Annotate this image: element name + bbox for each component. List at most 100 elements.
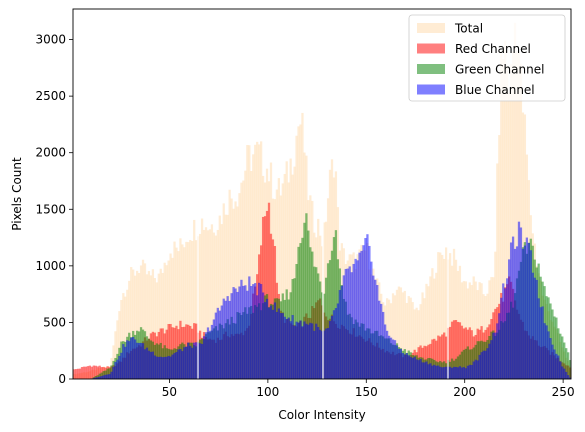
histogram-bar [569,360,572,379]
histogram-bar [439,252,442,379]
histogram-bar [165,265,168,379]
histogram-bar [110,371,113,379]
histogram-bar [220,305,223,379]
histogram-bar [293,325,296,379]
histogram-bar [137,342,141,379]
histogram-bar [460,367,464,379]
histogram-bar [102,375,105,379]
histogram-bar [551,309,554,379]
histogram-bar [165,356,168,379]
histogram-bar [102,371,105,379]
histogram-bar [260,284,263,379]
histogram-bar [321,331,324,379]
histogram-bar [391,339,395,379]
histogram-bar [425,361,428,379]
histogram-bar [159,268,162,379]
histogram-bar [452,248,456,379]
histogram-bar [409,297,412,379]
histogram-bar [393,295,397,379]
histogram-bar [368,245,371,379]
histogram-bar [120,300,123,379]
histogram-bar [98,365,101,379]
histogram-bar [281,313,284,379]
histogram-bar [287,182,290,379]
histogram-bar [328,260,332,379]
histogram-bar [169,356,172,379]
histogram-bar [435,340,438,379]
histogram-bar [338,290,341,379]
legend: Total Red Channel Green Channel Blue Channe… [408,14,566,102]
histogram-bar [553,316,556,379]
histogram-bar [454,259,458,379]
histogram-bar [139,342,143,379]
histogram-bar [334,230,338,379]
histogram-bar [90,366,93,379]
histogram-bar [348,266,351,379]
histogram-bar [362,245,365,379]
histogram-bar [332,237,336,379]
histogram-bar [159,356,162,379]
histogram-bar [226,296,229,379]
histogram-bar [307,230,310,379]
histogram-bar [126,340,129,379]
histogram-bar [433,364,436,379]
histogram-bar [494,332,497,379]
histogram-bar [230,198,233,379]
histogram-bar [435,272,438,379]
histogram-bar [80,367,84,379]
histogram-bar [427,364,430,379]
histogram-bar [456,321,460,379]
histogram-bar [384,324,387,379]
histogram-bar [98,373,101,379]
histogram-bar [73,369,76,379]
histogram-bar [405,302,408,379]
histogram-bar [508,259,511,379]
histogram-bar [137,273,141,379]
histogram-bar [425,283,428,379]
histogram-bar [531,272,534,379]
histogram-bar [195,240,198,379]
histogram-bar [543,323,546,379]
histogram-bar [240,279,243,379]
histogram-bar [185,346,188,379]
histogram-bar [533,277,536,379]
histogram-bar [490,340,493,379]
histogram-bar [456,367,460,379]
histogram-bar [114,331,117,379]
histogram-bar [502,58,505,380]
histogram-bar [305,213,308,379]
histogram-bar [177,349,180,379]
histogram-bar [204,227,208,379]
histogram-bar [468,364,471,379]
histogram-bar [279,313,282,379]
histogram-bar [106,368,109,379]
histogram-bar [448,326,452,379]
histogram-bar [181,244,184,379]
histogram-bar [500,53,503,379]
histogram-bar [472,276,475,379]
histogram-bar [228,189,231,379]
histogram-bar [486,348,489,379]
histogram-bar [443,258,446,379]
histogram-bar [141,343,145,379]
histogram-bar [289,158,292,379]
histogram-bar [515,50,519,380]
histogram-bar [273,302,277,379]
histogram-bar [143,263,147,379]
histogram-bar [517,221,521,379]
histogram-bar [96,377,99,379]
histogram-bar [502,283,505,379]
histogram-bar [128,341,131,379]
histogram-bar [433,278,436,379]
histogram-bar [267,202,271,379]
histogram-bar [385,330,389,379]
histogram-bar [206,327,210,379]
histogram-bar [175,247,178,379]
histogram-bar [151,351,155,379]
legend-swatch [417,64,445,74]
histogram-bar [212,319,216,379]
histogram-bar [283,316,286,379]
histogram-bar [135,342,139,379]
histogram-bar [181,351,184,379]
histogram-bar [555,317,558,379]
